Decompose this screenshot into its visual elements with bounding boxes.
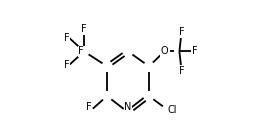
Text: O: O [161, 46, 168, 56]
Text: F: F [81, 24, 87, 34]
Text: F: F [63, 60, 69, 70]
Text: F: F [78, 46, 84, 56]
Text: F: F [179, 66, 185, 76]
Text: F: F [86, 102, 92, 112]
Text: F: F [63, 33, 69, 43]
Text: Cl: Cl [167, 105, 177, 115]
Text: F: F [179, 27, 185, 37]
Text: N: N [124, 102, 132, 112]
Text: F: F [191, 46, 197, 56]
